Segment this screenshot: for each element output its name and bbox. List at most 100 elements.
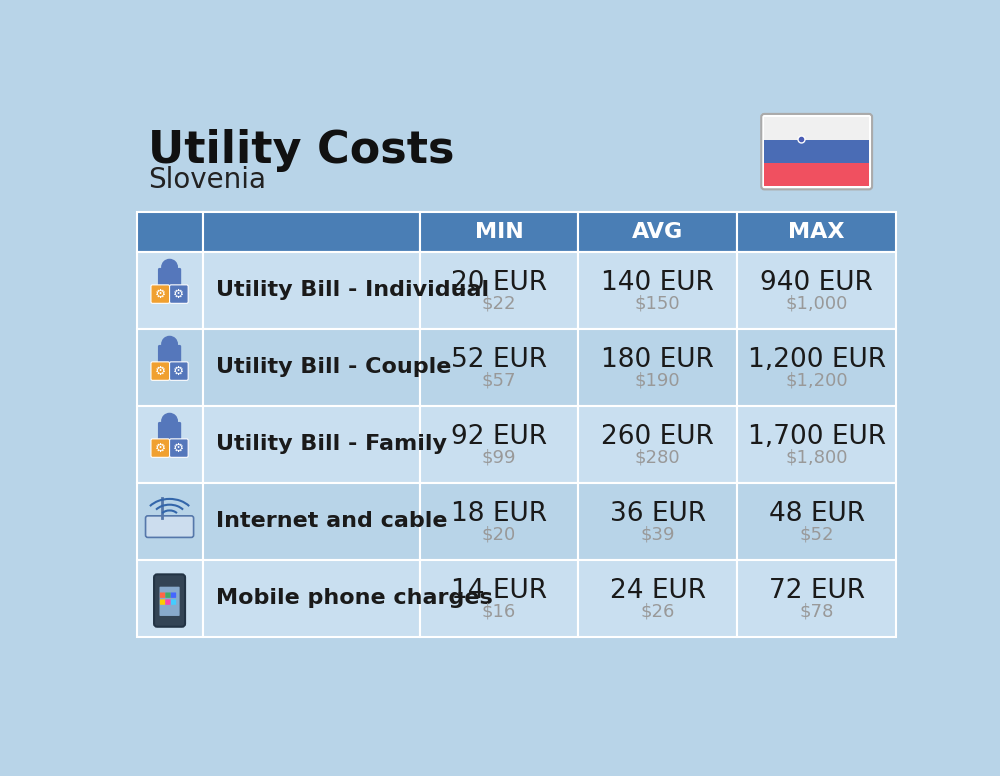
Text: $52: $52 — [799, 525, 834, 543]
Text: 92 EUR: 92 EUR — [451, 424, 547, 449]
FancyBboxPatch shape — [578, 559, 737, 637]
Text: ⚙: ⚙ — [155, 365, 166, 378]
FancyBboxPatch shape — [578, 406, 737, 483]
Text: 24 EUR: 24 EUR — [610, 577, 706, 604]
FancyBboxPatch shape — [737, 406, 896, 483]
Text: ⚙: ⚙ — [173, 442, 184, 455]
Bar — [764, 163, 869, 186]
Text: MAX: MAX — [788, 222, 845, 241]
Text: ⚙: ⚙ — [173, 288, 184, 300]
Text: 48 EUR: 48 EUR — [769, 501, 865, 527]
Text: Slovenia: Slovenia — [148, 165, 266, 193]
Bar — [764, 117, 869, 140]
FancyBboxPatch shape — [146, 516, 194, 538]
Text: 72 EUR: 72 EUR — [769, 577, 865, 604]
FancyBboxPatch shape — [737, 251, 896, 329]
FancyBboxPatch shape — [171, 592, 176, 598]
Text: 18 EUR: 18 EUR — [451, 501, 547, 527]
FancyBboxPatch shape — [737, 212, 896, 251]
Text: $99: $99 — [482, 449, 516, 466]
Text: Utility Bill - Individual: Utility Bill - Individual — [216, 280, 490, 300]
Text: $280: $280 — [635, 449, 681, 466]
Bar — [764, 140, 869, 163]
FancyBboxPatch shape — [420, 251, 578, 329]
Text: ⚙: ⚙ — [173, 365, 184, 378]
FancyBboxPatch shape — [158, 345, 181, 365]
Text: $20: $20 — [482, 525, 516, 543]
FancyBboxPatch shape — [737, 329, 896, 406]
Text: $190: $190 — [635, 372, 681, 390]
FancyBboxPatch shape — [170, 285, 188, 303]
FancyBboxPatch shape — [151, 285, 170, 303]
FancyBboxPatch shape — [420, 212, 578, 251]
Text: 36 EUR: 36 EUR — [610, 501, 706, 527]
FancyBboxPatch shape — [202, 483, 420, 559]
FancyBboxPatch shape — [151, 362, 170, 380]
Text: AVG: AVG — [632, 222, 683, 241]
Text: $57: $57 — [482, 372, 516, 390]
FancyBboxPatch shape — [165, 599, 171, 605]
FancyBboxPatch shape — [158, 268, 181, 288]
FancyBboxPatch shape — [202, 251, 420, 329]
FancyBboxPatch shape — [737, 559, 896, 637]
FancyBboxPatch shape — [420, 329, 578, 406]
Text: 260 EUR: 260 EUR — [601, 424, 714, 449]
FancyBboxPatch shape — [171, 599, 176, 605]
Text: $26: $26 — [641, 602, 675, 620]
Text: $1,200: $1,200 — [785, 372, 848, 390]
FancyBboxPatch shape — [202, 406, 420, 483]
FancyBboxPatch shape — [578, 212, 737, 251]
Text: 180 EUR: 180 EUR — [601, 347, 714, 372]
FancyBboxPatch shape — [578, 483, 737, 559]
Text: MIN: MIN — [475, 222, 523, 241]
FancyBboxPatch shape — [420, 559, 578, 637]
Text: 140 EUR: 140 EUR — [601, 269, 714, 296]
FancyBboxPatch shape — [137, 251, 202, 329]
FancyBboxPatch shape — [578, 251, 737, 329]
Text: Utility Bill - Couple: Utility Bill - Couple — [216, 357, 452, 377]
FancyBboxPatch shape — [761, 114, 872, 189]
FancyBboxPatch shape — [202, 212, 420, 251]
Text: ⚙: ⚙ — [155, 288, 166, 300]
FancyBboxPatch shape — [420, 483, 578, 559]
Text: 20 EUR: 20 EUR — [451, 269, 547, 296]
FancyBboxPatch shape — [578, 329, 737, 406]
Text: $39: $39 — [641, 525, 675, 543]
Text: ⚙: ⚙ — [155, 442, 166, 455]
Text: 1,200 EUR: 1,200 EUR — [748, 347, 886, 372]
Circle shape — [162, 337, 177, 352]
FancyBboxPatch shape — [137, 559, 202, 637]
FancyBboxPatch shape — [202, 559, 420, 637]
FancyBboxPatch shape — [420, 406, 578, 483]
Text: $1,000: $1,000 — [785, 294, 848, 312]
FancyBboxPatch shape — [170, 439, 188, 457]
Text: 1,700 EUR: 1,700 EUR — [748, 424, 886, 449]
Text: $78: $78 — [799, 602, 834, 620]
FancyBboxPatch shape — [160, 592, 165, 598]
FancyBboxPatch shape — [154, 574, 185, 627]
Text: $22: $22 — [482, 294, 516, 312]
Text: 14 EUR: 14 EUR — [451, 577, 547, 604]
Text: 52 EUR: 52 EUR — [451, 347, 547, 372]
Text: $150: $150 — [635, 294, 681, 312]
Text: Utility Bill - Family: Utility Bill - Family — [216, 435, 447, 454]
FancyBboxPatch shape — [159, 587, 180, 616]
FancyBboxPatch shape — [160, 599, 165, 605]
Text: Mobile phone charges: Mobile phone charges — [216, 588, 493, 608]
FancyBboxPatch shape — [737, 483, 896, 559]
FancyBboxPatch shape — [137, 329, 202, 406]
FancyBboxPatch shape — [151, 439, 170, 457]
FancyBboxPatch shape — [137, 212, 202, 251]
Text: 940 EUR: 940 EUR — [760, 269, 873, 296]
FancyBboxPatch shape — [158, 422, 181, 442]
FancyBboxPatch shape — [137, 406, 202, 483]
Circle shape — [162, 259, 177, 275]
Text: Utility Costs: Utility Costs — [148, 129, 455, 171]
FancyBboxPatch shape — [202, 329, 420, 406]
FancyBboxPatch shape — [165, 592, 171, 598]
Circle shape — [162, 414, 177, 429]
Text: Internet and cable: Internet and cable — [216, 511, 448, 532]
FancyBboxPatch shape — [137, 483, 202, 559]
FancyBboxPatch shape — [170, 362, 188, 380]
Text: $1,800: $1,800 — [785, 449, 848, 466]
